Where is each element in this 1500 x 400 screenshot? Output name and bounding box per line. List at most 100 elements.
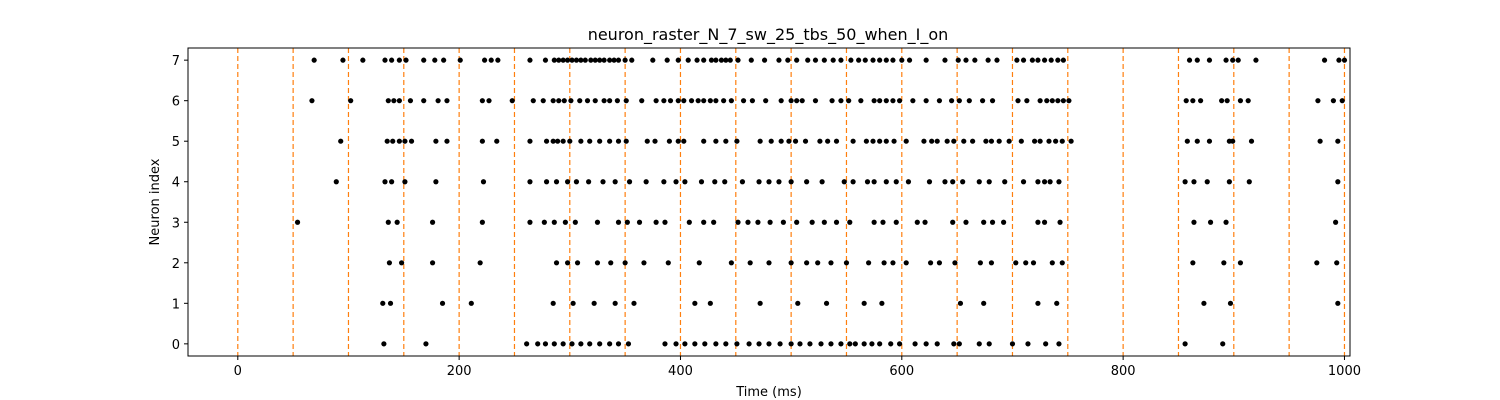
spike-marker [852, 341, 858, 347]
spike-marker [929, 138, 935, 144]
spike-marker [444, 98, 450, 104]
spike-marker [541, 219, 547, 225]
spike-marker [866, 260, 872, 266]
spike-marker [877, 57, 883, 63]
spike-marker [1246, 179, 1252, 185]
spike-marker [1230, 138, 1236, 144]
spike-marker [338, 138, 344, 144]
spike-marker [698, 179, 705, 185]
spike-marker [735, 57, 741, 63]
spike-marker [956, 341, 962, 347]
spike-marker [1194, 57, 1200, 63]
spike-marker [728, 260, 734, 266]
spike-marker [829, 98, 835, 104]
spike-marker [429, 260, 436, 266]
spike-marker [615, 219, 622, 225]
spike-marker [776, 57, 782, 63]
spike-marker [970, 138, 976, 144]
spike-marker [432, 57, 438, 63]
spike-marker [1230, 57, 1236, 63]
spike-marker [1183, 98, 1189, 104]
spike-marker [802, 138, 809, 144]
spike-marker [799, 98, 805, 104]
spike-marker [402, 138, 408, 144]
spike-marker [667, 98, 674, 104]
spike-marker [1043, 341, 1049, 347]
spike-marker [682, 341, 688, 347]
spike-marker [1014, 57, 1020, 63]
spike-marker [942, 179, 948, 185]
spike-marker [805, 57, 811, 63]
spike-marker [644, 138, 650, 144]
spike-marker [333, 179, 339, 185]
spike-marker [622, 260, 628, 266]
spike-marker [675, 57, 681, 63]
spike-marker [1204, 179, 1210, 185]
spike-marker [794, 98, 800, 104]
spike-marker [402, 179, 408, 185]
spike-marker [756, 341, 762, 347]
spike-marker [788, 179, 794, 185]
x-tick-label: 1000 [1328, 364, 1361, 379]
y-tick-label: 0 [172, 338, 180, 353]
spike-marker [788, 341, 794, 347]
spike-marker [582, 57, 588, 63]
spike-marker [1049, 260, 1055, 266]
spike-marker [550, 300, 556, 306]
spike-marker [601, 57, 607, 63]
spike-marker [861, 300, 867, 306]
spike-marker [567, 138, 573, 144]
spike-marker [688, 98, 695, 104]
spike-marker [766, 260, 772, 266]
spike-marker [761, 57, 768, 63]
spike-marker [862, 57, 868, 63]
spike-marker [1237, 98, 1244, 104]
spike-marker [385, 98, 391, 104]
spike-marker [1023, 260, 1029, 266]
spike-marker [597, 138, 603, 144]
spike-marker [755, 219, 761, 225]
spike-marker [838, 98, 844, 104]
spike-marker [439, 300, 446, 306]
spike-marker [746, 341, 752, 347]
spike-marker [786, 138, 792, 144]
spike-marker [398, 260, 405, 266]
spike-marker [601, 98, 607, 104]
spike-marker [527, 179, 533, 185]
spike-marker [556, 98, 562, 104]
spike-marker [639, 98, 645, 104]
spike-marker [607, 341, 613, 347]
spike-marker [817, 138, 823, 144]
spike-marker [673, 341, 679, 347]
spike-marker [713, 98, 719, 104]
chart-title: neuron_raster_N_7_sw_25_tbs_50_when_I_on [588, 25, 949, 45]
spike-marker [776, 179, 782, 185]
spike-marker [934, 138, 940, 144]
y-axis: 0 1 2 3 4 5 6 7 [172, 54, 188, 353]
spike-marker [550, 138, 556, 144]
spike-marker [664, 57, 670, 63]
spike-marker [989, 98, 996, 104]
spike-marker [951, 341, 957, 347]
spike-marker [864, 179, 871, 185]
spike-marker [702, 341, 708, 347]
spike-marker [396, 138, 402, 144]
spike-marker [880, 219, 886, 225]
spike-marker [883, 138, 889, 144]
spike-marker [1253, 57, 1259, 63]
spike-marker [986, 179, 992, 185]
spike-marker [936, 98, 943, 104]
spike-marker [804, 179, 810, 185]
spike-marker [1219, 98, 1225, 104]
spike-marker [912, 341, 918, 347]
spike-marker [1057, 219, 1063, 225]
spike-marker [1317, 138, 1323, 144]
spike-marker [893, 179, 899, 185]
spike-marker [856, 57, 862, 63]
spike-marker [823, 300, 830, 306]
spike-marker [588, 57, 594, 63]
spike-marker [713, 57, 719, 63]
spike-marker [1046, 138, 1052, 144]
spike-marker [809, 219, 815, 225]
spike-marker [888, 341, 894, 347]
